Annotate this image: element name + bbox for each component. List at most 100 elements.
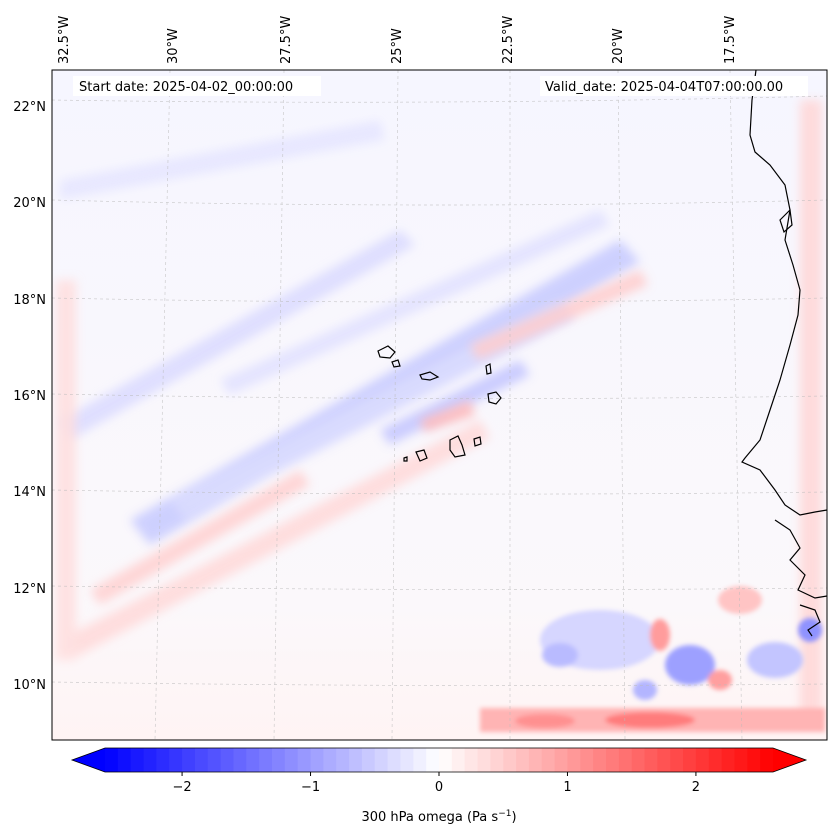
colorbar-units-exponent: −1 — [498, 809, 511, 819]
colorbar-cell — [310, 748, 324, 772]
omega-cell-positive — [718, 586, 762, 614]
island-brava — [403, 456, 408, 462]
west-africa-coastline — [741, 69, 828, 516]
map-frame — [51, 69, 828, 741]
map-plot-area: Start date: 2025-04-02_00:00:00 Valid_da… — [51, 69, 828, 741]
omega-cell-positive — [650, 619, 670, 651]
omega-band-positive — [800, 100, 822, 720]
colorbar-cell — [618, 748, 633, 772]
omega-band-negative — [380, 360, 530, 445]
lon-label: 30°W — [166, 28, 181, 64]
colorbar-extend-high — [773, 748, 806, 772]
colorbar-cell — [657, 748, 671, 772]
start-date-label: Start date: 2025-04-02_00:00:00 — [79, 80, 293, 95]
colorbar-cell — [194, 748, 209, 772]
island-santiago — [449, 435, 466, 458]
colorbar-cell — [387, 748, 402, 772]
colorbar-cell — [644, 748, 658, 772]
lat-label: 20°N — [13, 196, 46, 211]
coastline-detail — [774, 519, 828, 599]
island-santo-antao — [377, 345, 396, 359]
latitude-labels: 22°N 20°N 18°N 16°N 14°N 12°N 10°N — [13, 100, 46, 693]
omega-cell-positive — [708, 670, 732, 690]
colorbar-cell — [130, 748, 145, 772]
colorbar-cell — [721, 748, 736, 772]
colorbar-cell — [117, 748, 132, 772]
valid-date-box — [540, 76, 808, 96]
lat-label: 14°N — [13, 485, 46, 500]
omega-band-negative — [220, 210, 610, 395]
omega-cell-negative — [747, 642, 803, 678]
colorbar: −2 −1 0 1 2 300 hPa omega (Pa s−1) — [70, 747, 808, 825]
colorbar-cell — [246, 748, 260, 772]
lat-label: 22°N — [13, 100, 46, 115]
omega-band-positive — [56, 280, 76, 660]
colorbar-tick-label: −1 — [301, 780, 320, 795]
colorbar-cell — [464, 748, 479, 772]
colorbar-cell — [259, 748, 273, 772]
colorbar-cell — [439, 748, 453, 772]
colorbar-cell — [207, 748, 222, 772]
colorbar-cell — [143, 748, 157, 772]
lat-label: 10°N — [13, 678, 46, 693]
lat-label: 18°N — [13, 293, 46, 308]
island-sao-vicente — [391, 359, 401, 368]
omega-cell-positive — [515, 714, 575, 728]
colorbar-cell — [233, 748, 247, 772]
colorbar-outline — [70, 747, 808, 773]
start-date-box — [73, 76, 321, 96]
colorbar-cell — [182, 748, 196, 772]
colorbar-cell — [683, 748, 697, 772]
colorbar-ticks: −2 −1 0 1 2 — [172, 772, 700, 795]
lon-label: 22.5°W — [501, 16, 516, 64]
colorbar-cell — [541, 748, 556, 772]
longitude-labels: 32.5°W 30°W 27.5°W 25°W 22.5°W 20°W 17.5… — [57, 16, 738, 64]
colorbar-tick-label: 0 — [435, 780, 443, 795]
colorbar-cell — [426, 748, 440, 772]
island-sao-nicolau — [419, 371, 440, 381]
colorbar-cell — [220, 748, 235, 772]
colorbar-cell — [554, 748, 569, 772]
omega-band-negative — [60, 230, 415, 440]
colorbar-cell — [272, 748, 286, 772]
omega-band-positive — [90, 470, 310, 605]
colorbar-tick-label: 2 — [692, 780, 700, 795]
colorbar-cell — [695, 748, 710, 772]
omega-band-positive — [470, 270, 648, 360]
island-boa-vista — [487, 391, 502, 405]
colorbar-cell — [284, 748, 299, 772]
omega-field — [56, 100, 825, 732]
colorbar-cell — [528, 748, 543, 772]
colorbar-cell — [631, 748, 646, 772]
colorbar-cell — [516, 748, 530, 772]
colorbar-cells — [105, 748, 774, 772]
colorbar-tick-label: −2 — [172, 780, 191, 795]
valid-date-label: Valid_date: 2025-04-04T07:00:00.00 — [545, 80, 783, 95]
island-sal — [485, 363, 492, 375]
colorbar-cell — [336, 748, 350, 772]
omega-cell-negative — [542, 643, 578, 667]
colorbar-cell — [734, 748, 748, 772]
coastline-detail — [779, 208, 793, 234]
colorbar-cell — [297, 748, 312, 772]
colorbar-cell — [708, 748, 723, 772]
colorbar-cell — [361, 748, 376, 772]
omega-cell-negative — [798, 618, 822, 642]
colorbar-tick-label: 1 — [563, 780, 571, 795]
colorbar-cell — [349, 748, 363, 772]
colorbar-cell — [490, 748, 504, 772]
colorbar-cell — [580, 748, 594, 772]
omega-band-negative — [60, 120, 385, 200]
island-maio — [473, 436, 482, 447]
lat-label: 12°N — [13, 582, 46, 597]
omega-band-positive — [60, 420, 490, 660]
coastlines — [377, 69, 828, 637]
colorbar-cell — [760, 748, 774, 772]
colorbar-cell — [477, 748, 491, 772]
lon-label: 32.5°W — [57, 16, 72, 64]
colorbar-cell — [747, 748, 761, 772]
colorbar-cell — [503, 748, 517, 772]
lon-label: 27.5°W — [279, 16, 294, 64]
colorbar-extend-low — [72, 748, 105, 772]
